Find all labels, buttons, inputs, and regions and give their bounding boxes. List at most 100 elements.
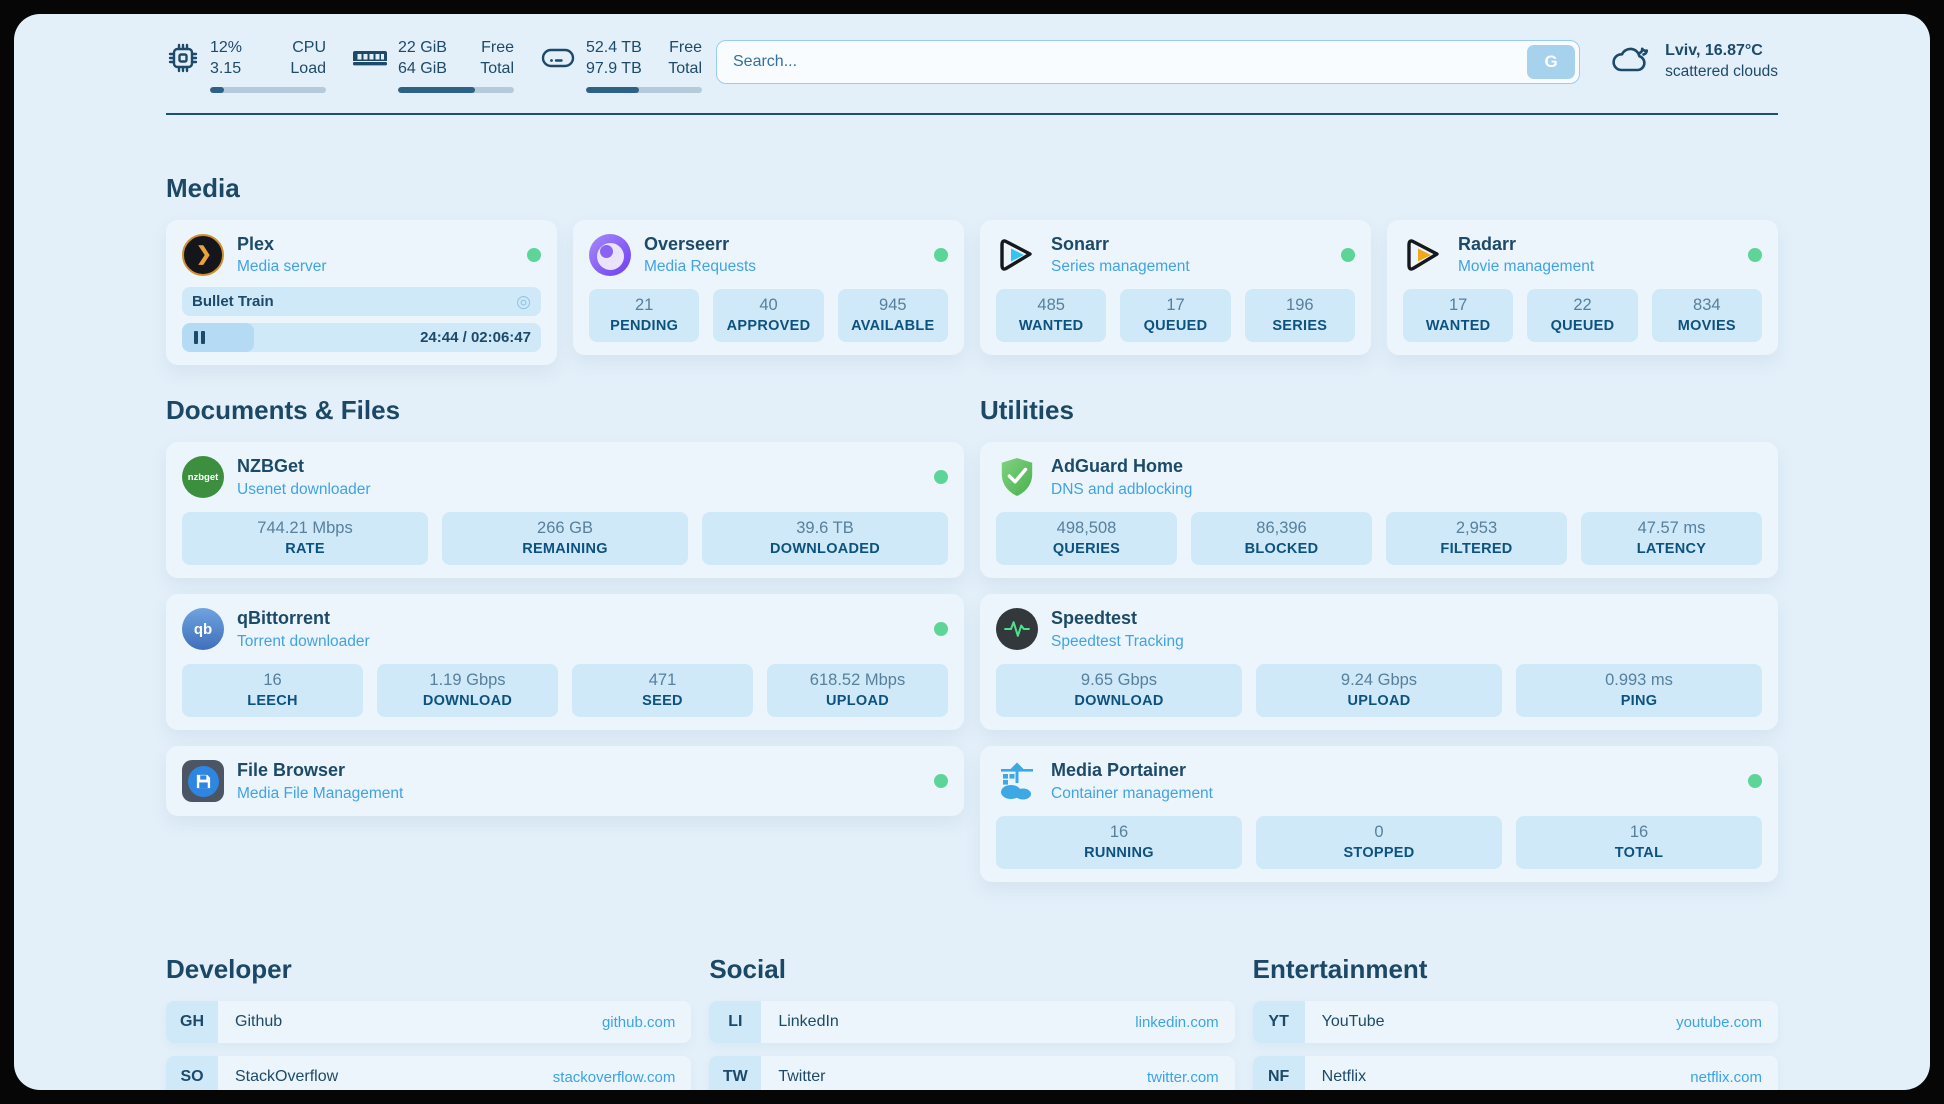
pause-icon[interactable]	[192, 327, 207, 348]
stat-box: 16 TOTAL	[1516, 816, 1762, 870]
section-title-documents: Documents & Files	[166, 395, 401, 426]
link-badge: TW	[709, 1056, 762, 1090]
link-row-github[interactable]: GH Github github.com	[166, 1001, 692, 1044]
stat-value: 0	[1374, 823, 1384, 842]
stat-box: 744.21 Mbps RATE	[182, 512, 428, 566]
status-indicator	[934, 622, 948, 637]
overseerr-icon	[589, 233, 631, 276]
stat-value: 22	[1573, 296, 1592, 315]
stat-box: 16 RUNNING	[996, 816, 1242, 870]
link-badge: LI	[709, 1001, 762, 1044]
app-name: qBittorrent	[237, 608, 330, 629]
portainer-crane-icon	[996, 760, 1038, 802]
link-url[interactable]: stackoverflow.com	[552, 1068, 676, 1086]
disk-free-value: 52.4 TB	[586, 39, 642, 56]
app-name: File Browser	[237, 760, 346, 781]
app-name: Plex	[237, 233, 275, 254]
link-name: Github	[235, 1013, 283, 1031]
stat-value: 9.24 Gbps	[1340, 671, 1418, 690]
link-url[interactable]: twitter.com	[1146, 1068, 1219, 1086]
stat-value: 47.57 ms	[1637, 519, 1706, 538]
link-url[interactable]: linkedin.com	[1135, 1013, 1219, 1031]
stat-box: 834 MOVIES	[1651, 289, 1762, 343]
link-row-netflix[interactable]: NF Netflix netflix.com	[1252, 1056, 1778, 1090]
disk-progress-fill	[586, 86, 640, 93]
disk-label-top: Free	[669, 39, 702, 56]
link-url[interactable]: netflix.com	[1690, 1068, 1762, 1086]
entertainment-column: Entertainment YT YouTube youtube.com NF …	[1252, 954, 1778, 1090]
dashboard-panel: 12% CPU 3.15 Load	[14, 14, 1930, 1090]
stat-box: 9.65 Gbps DOWNLOAD	[996, 664, 1242, 718]
app-card-qbittorrent[interactable]: qb qBittorrent Torrent downloader 16 LEE…	[166, 594, 964, 731]
app-card-sonarr[interactable]: Sonarr Series management 485 WANTED 17 Q…	[980, 219, 1371, 356]
developer-column: Developer GH Github github.com SO StackO…	[166, 954, 692, 1090]
google-search-button[interactable]: G	[1527, 45, 1576, 79]
stat-label: FILTERED	[1440, 541, 1513, 558]
stat-value: 0.993 ms	[1605, 671, 1673, 690]
app-card-overseerr[interactable]: Overseerr Media Requests 21 PENDING 40 A…	[573, 219, 964, 356]
app-name: NZBGet	[237, 456, 304, 477]
stat-value: 21	[634, 296, 654, 315]
app-subtitle: Media File Management	[237, 784, 404, 802]
playback-progress-bar[interactable]: 24:44 / 02:06:47	[182, 323, 541, 353]
link-url[interactable]: youtube.com	[1676, 1013, 1762, 1031]
section-title-social: Social	[709, 954, 786, 985]
stat-box: 618.52 Mbps UPLOAD	[767, 664, 948, 718]
weather-widget: Lviv, 16.87°C scattered clouds	[1610, 40, 1778, 83]
stat-value: 744.21 Mbps	[257, 519, 353, 538]
stat-box: 471 SEED	[572, 664, 753, 718]
link-row-linkedin[interactable]: LI LinkedIn linkedin.com	[709, 1001, 1235, 1044]
app-subtitle: Speedtest Tracking	[1051, 632, 1184, 650]
link-badge: YT	[1252, 1001, 1305, 1044]
stat-value: 17	[1166, 296, 1185, 315]
stat-box: 17 QUEUED	[1120, 289, 1231, 343]
app-name: Overseerr	[644, 233, 730, 254]
app-card-filebrowser[interactable]: File Browser Media File Management	[166, 746, 964, 817]
status-indicator	[934, 247, 948, 262]
app-name: AdGuard Home	[1051, 456, 1184, 477]
stat-label: QUEUED	[1550, 318, 1615, 335]
stat-box: 86,396 BLOCKED	[1191, 512, 1372, 566]
stat-box: 0 STOPPED	[1256, 816, 1502, 870]
disk-stat: 52.4 TB Free 97.9 TB Total	[540, 38, 702, 93]
weather-location: Lviv, 16.87°C	[1665, 42, 1763, 59]
disk-drive-icon	[540, 41, 576, 80]
app-card-nzbget[interactable]: nzbget NZBGet Usenet downloader 744.21 M…	[166, 442, 964, 579]
stat-box: 485 WANTED	[996, 289, 1107, 343]
stat-box: 39.6 TB DOWNLOADED	[702, 512, 948, 566]
sonarr-icon	[996, 234, 1038, 276]
stat-value: 1.19 Gbps	[429, 671, 506, 690]
stat-value: 834	[1693, 296, 1721, 315]
cpu-label-top: CPU	[292, 39, 326, 56]
cpu-usage-value: 12%	[210, 39, 243, 56]
app-card-speedtest[interactable]: Speedtest Speedtest Tracking 9.65 Gbps D…	[980, 594, 1778, 731]
app-subtitle: Torrent downloader	[237, 632, 370, 650]
link-badge: GH	[166, 1001, 218, 1044]
now-playing-disc-icon[interactable]: ◎	[516, 292, 531, 312]
search-input[interactable]	[716, 40, 1581, 84]
app-card-plex[interactable]: ❯ Plex Media server Bullet Train ◎	[166, 219, 557, 366]
stat-label: RUNNING	[1084, 845, 1154, 862]
stat-box: 498,508 QUERIES	[996, 512, 1177, 566]
app-card-radarr[interactable]: Radarr Movie management 17 WANTED 22 QUE…	[1387, 219, 1778, 356]
cpu-load-value: 3.15	[210, 59, 242, 77]
link-row-stackoverflow[interactable]: SO StackOverflow stackoverflow.com	[166, 1056, 692, 1090]
stat-box: 945 AVAILABLE	[837, 289, 948, 343]
link-name: Twitter	[778, 1068, 826, 1086]
cpu-chip-icon	[166, 41, 200, 80]
status-indicator	[1748, 774, 1762, 789]
link-row-twitter[interactable]: TW Twitter twitter.com	[709, 1056, 1235, 1090]
app-card-adguard[interactable]: AdGuard Home DNS and adblocking 498,508 …	[980, 442, 1778, 579]
link-row-youtube[interactable]: YT YouTube youtube.com	[1252, 1001, 1778, 1044]
now-playing-title: Bullet Train	[192, 293, 274, 311]
status-indicator	[1748, 247, 1762, 262]
stat-label: MOVIES	[1677, 318, 1736, 335]
radarr-icon	[1403, 234, 1445, 276]
adguard-shield-icon	[996, 456, 1038, 498]
link-name: LinkedIn	[778, 1013, 839, 1031]
link-url[interactable]: github.com	[601, 1013, 676, 1031]
ram-memory-icon	[352, 41, 388, 80]
app-card-portainer[interactable]: Media Portainer Container management 16 …	[980, 746, 1778, 883]
stat-label: SERIES	[1272, 318, 1328, 335]
utilities-column: Utilities	[980, 395, 1778, 898]
